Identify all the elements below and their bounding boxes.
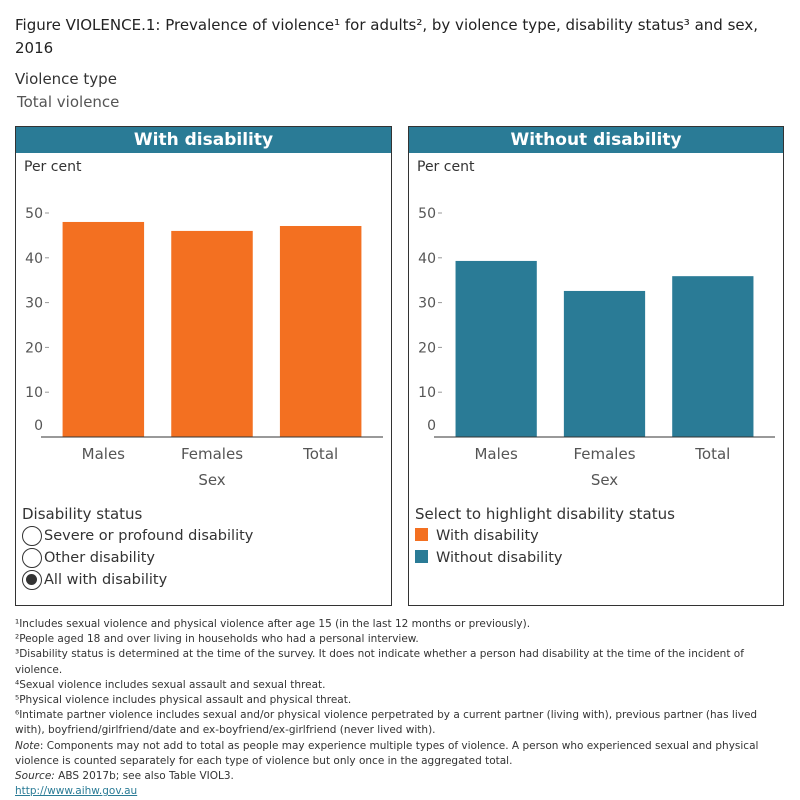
y-tick-label: 50: [25, 206, 43, 222]
highlight-legend: Select to highlight disability status Wi…: [415, 503, 675, 569]
disability-status-legend: Disability status Severe or profound dis…: [22, 503, 253, 591]
footnote: ³Disability status is determined at the …: [15, 648, 744, 676]
bar-males: [62, 221, 145, 437]
footnote: ⁵Physical violence includes physical ass…: [15, 694, 352, 707]
legend-label: With disability: [436, 528, 539, 544]
radio-option[interactable]: All with disability: [22, 569, 253, 591]
y-tick-label: 10: [418, 385, 436, 401]
bar-chart-without-disability: 0 10 20 30 40 50 Males Females Total Sex: [418, 206, 775, 489]
x-axis-label: Sex: [198, 471, 225, 489]
y-tick-label: 0: [34, 418, 43, 434]
y-tick-label: 40: [25, 251, 43, 267]
y-tick-label: 10: [25, 385, 43, 401]
y-tick-label: 30: [418, 296, 436, 312]
legend-title: Select to highlight disability status: [415, 505, 675, 523]
y-tick-label: 20: [25, 340, 43, 356]
color-swatch: [415, 550, 428, 563]
x-axis-label: Sex: [591, 471, 618, 489]
option-label: Other disability: [44, 550, 156, 566]
legend-title: Disability status: [22, 505, 143, 523]
y-tick-label: 50: [418, 206, 436, 222]
y-tick-label: 0: [427, 418, 436, 434]
radio-option[interactable]: Other disability: [22, 547, 253, 569]
radio-button[interactable]: [22, 570, 42, 590]
bar-total: [672, 276, 754, 437]
bar-females: [563, 290, 646, 437]
radio-button[interactable]: [22, 526, 42, 546]
panel-without-disability: Without disability Per cent 0 10 20 30 40 50 M…: [408, 126, 784, 606]
bar-chart-with-disability: 0 10 20 30 40 50 Males Females Total Sex: [25, 206, 383, 489]
legend-item[interactable]: Without disability: [415, 547, 675, 569]
figure-title: Figure VIOLENCE.1: Prevalence of violenc…: [15, 16, 759, 57]
color-swatch: [415, 528, 428, 541]
panel-title: With disability: [16, 127, 391, 153]
radio-option[interactable]: Severe or profound disability: [22, 525, 253, 547]
bar-males: [455, 260, 537, 437]
source: Source: ABS 2017b; see also Table VIOL3.: [15, 770, 234, 783]
footnote: ⁴Sexual violence includes sexual assault…: [15, 678, 326, 691]
footnotes: ¹Includes sexual violence and physical v…: [15, 617, 790, 799]
footnote: ¹Includes sexual violence and physical v…: [15, 618, 531, 630]
y-tick-label: 40: [418, 251, 436, 267]
y-tick-label: 20: [418, 340, 436, 356]
footnote: ²People aged 18 and over living in house…: [15, 633, 419, 646]
legend-label: Without disability: [436, 550, 563, 566]
option-label: All with disability: [44, 572, 168, 588]
x-tick-label: Females: [181, 445, 243, 463]
violence-type-filter[interactable]: Total violence: [17, 93, 120, 111]
legend-item[interactable]: With disability: [415, 525, 675, 547]
filter-label: Violence type: [15, 70, 117, 88]
x-tick-label: Females: [573, 445, 635, 463]
bar-total: [279, 225, 362, 437]
bar-females: [171, 230, 253, 437]
note: Note: Components may not add to total as…: [15, 739, 759, 767]
x-tick-label: Total: [694, 445, 730, 463]
footnote: ⁶Intimate partner violence includes sexu…: [15, 709, 758, 737]
aihw-link[interactable]: http://www.aihw.gov.au: [15, 785, 138, 798]
x-tick-label: Total: [302, 445, 338, 463]
option-label: Severe or profound disability: [44, 528, 254, 544]
panel-title: Without disability: [409, 127, 783, 153]
x-tick-label: Males: [474, 445, 518, 463]
panel-with-disability: With disability Per cent 0 10 20 30 40 50 Male…: [15, 126, 392, 606]
y-axis-label: Per cent: [417, 159, 475, 175]
x-tick-label: Males: [82, 445, 126, 463]
y-tick-label: 30: [25, 296, 43, 312]
radio-button[interactable]: [22, 548, 42, 568]
y-axis-label: Per cent: [24, 159, 82, 175]
